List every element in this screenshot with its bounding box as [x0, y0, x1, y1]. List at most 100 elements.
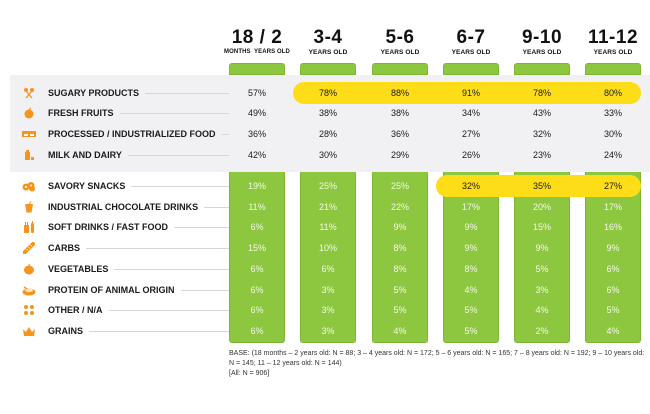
row-leader-line	[48, 113, 229, 114]
value-cell: 9%	[393, 222, 407, 232]
column-header-unit: YEARS OLD	[593, 49, 633, 56]
value-cell: 6%	[321, 264, 335, 274]
value-cell: 23%	[532, 150, 551, 160]
value-cell: 11%	[319, 222, 337, 232]
value-cell: 15%	[532, 222, 551, 232]
footnote-line-2: [All: N = 906]	[229, 370, 270, 377]
column-header-age: 11-12	[587, 27, 639, 48]
value-cell: 5%	[464, 305, 478, 315]
column-cap	[585, 63, 641, 75]
highlight-band	[436, 175, 641, 197]
value-cell: 10%	[318, 243, 337, 253]
column-body	[585, 172, 641, 343]
value-cell: 78%	[318, 88, 337, 98]
value-cell: 4%	[606, 326, 620, 336]
value-cell: 30%	[603, 129, 622, 139]
value-cell: 30%	[318, 150, 337, 160]
row-label: GRAINS	[48, 325, 90, 337]
value-cell: 91%	[461, 88, 480, 98]
value-cell: 15%	[247, 243, 266, 253]
column-header: 3-4 YEARS OLD	[288, 28, 368, 57]
value-cell: 3%	[321, 305, 335, 315]
column-cap	[372, 63, 428, 75]
column-cap	[443, 63, 499, 75]
row-label: PROTEIN OF ANIMAL ORIGIN	[48, 284, 181, 296]
column-body	[229, 172, 285, 343]
value-cell: 17%	[603, 202, 622, 212]
row-label: SUGARY PRODUCTS	[48, 87, 146, 99]
column-cap	[229, 63, 285, 75]
column-header-unit: YEARS OLD	[522, 49, 562, 56]
value-cell: 35%	[532, 181, 551, 191]
column-cap	[300, 63, 356, 75]
row-label: PROCESSED / INDUSTRIALIZED FOOD	[48, 128, 222, 140]
value-cell: 16%	[603, 222, 622, 232]
value-cell: 3%	[321, 326, 335, 336]
pumpkin-icon	[22, 263, 36, 275]
value-cell: 25%	[318, 181, 337, 191]
column-cap	[514, 63, 570, 75]
value-cell: 33%	[603, 108, 622, 118]
value-cell: 24%	[603, 150, 622, 160]
column-header-unit: YEARS OLD	[380, 49, 420, 56]
value-cell: 9%	[606, 243, 620, 253]
column-header: 5-6 YEARS OLD	[360, 27, 440, 57]
grains-icon	[22, 325, 36, 337]
value-cell: 27%	[603, 181, 622, 191]
value-cell: 34%	[461, 108, 480, 118]
lollipop-icon	[22, 87, 36, 99]
value-cell: 4%	[535, 305, 549, 315]
column-header-age: 9-10	[521, 27, 563, 48]
column-body	[300, 172, 356, 343]
value-cell: 26%	[461, 150, 480, 160]
column-header-unit: MONTHS YEARS OLD	[224, 49, 290, 55]
row-leader-line	[48, 331, 229, 332]
value-cell: 6%	[606, 285, 620, 295]
value-cell: 25%	[390, 181, 409, 191]
value-cell: 78%	[532, 88, 551, 98]
column-header: 18 / 2 MONTHS YEARS OLD	[217, 28, 297, 56]
row-label-text: OTHER / N/A	[48, 305, 109, 315]
value-cell: 8%	[393, 264, 407, 274]
value-cell: 38%	[390, 108, 409, 118]
column-header-unit: YEARS OLD	[308, 49, 348, 56]
value-cell: 8%	[464, 264, 478, 274]
row-label-text: SAVORY SNACKS	[48, 181, 132, 191]
row-label-text: SOFT DRINKS / FAST FOOD	[48, 222, 175, 232]
value-cell: 6%	[250, 326, 264, 336]
value-cell: 19%	[247, 181, 266, 191]
value-cell: 27%	[461, 129, 480, 139]
value-cell: 6%	[250, 222, 264, 232]
value-cell: 9%	[464, 222, 478, 232]
row-label: OTHER / N/A	[48, 304, 109, 316]
row-label: SAVORY SNACKS	[48, 180, 132, 192]
package-icon	[22, 128, 36, 140]
value-cell: 3%	[321, 285, 335, 295]
row-label-text: FRESH FRUITS	[48, 108, 120, 118]
row-label-text: INDUSTRIAL CHOCOLATE DRINKS	[48, 202, 205, 212]
column-header: 11-12 YEARS OLD	[573, 27, 650, 57]
value-cell: 2%	[535, 326, 549, 336]
value-cell: 42%	[247, 150, 266, 160]
row-leader-line	[48, 310, 229, 311]
soda-fries-icon	[22, 221, 36, 233]
footnote-line-1: BASE: (18 months – 2 years old: N = 88; …	[229, 350, 645, 367]
value-cell: 88%	[390, 88, 409, 98]
value-cell: 5%	[606, 305, 620, 315]
value-cell: 3%	[535, 285, 549, 295]
base-footnote: BASE: (18 months – 2 years old: N = 88; …	[229, 349, 649, 379]
value-cell: 57%	[247, 88, 266, 98]
value-cell: 49%	[247, 108, 266, 118]
row-leader-line	[48, 155, 229, 156]
row-label-text: MILK AND DAIRY	[48, 150, 128, 160]
value-cell: 4%	[464, 285, 478, 295]
value-cell: 6%	[250, 305, 264, 315]
value-cell: 21%	[318, 202, 337, 212]
value-cell: 4%	[393, 326, 407, 336]
drink-cup-icon	[22, 201, 36, 213]
value-cell: 80%	[603, 88, 622, 98]
value-cell: 6%	[250, 264, 264, 274]
row-label: VEGETABLES	[48, 263, 115, 275]
meat-icon	[22, 284, 36, 296]
column-header-age: 5-6	[385, 27, 415, 48]
